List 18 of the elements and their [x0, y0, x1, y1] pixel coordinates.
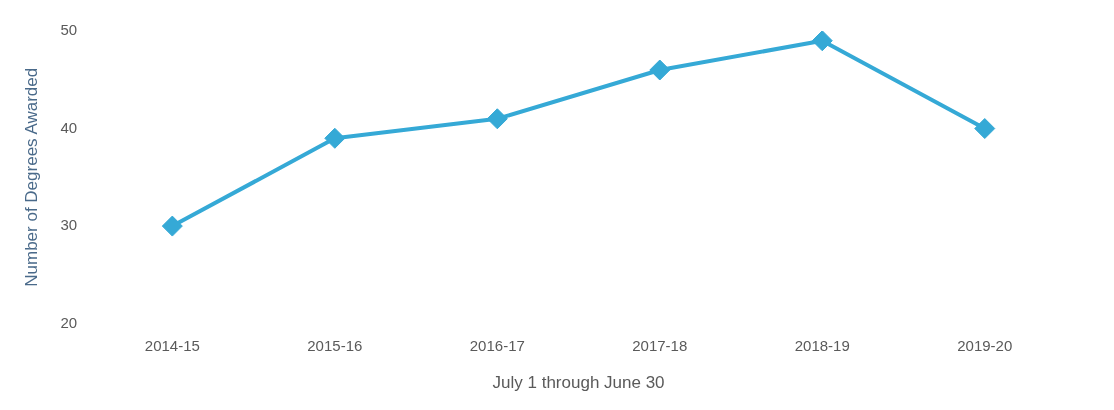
x-tick-label: 2016-17	[469, 336, 525, 354]
y-tick-label: 30	[60, 216, 78, 234]
x-tick-label: 2015-16	[307, 336, 363, 354]
x-axis-title: July 1 through June 30	[492, 373, 665, 393]
x-tick-label: 2014-15	[144, 336, 200, 354]
y-axis-title: Number of Degrees Awarded	[21, 67, 41, 287]
point	[486, 108, 508, 130]
point	[324, 127, 346, 149]
y-tick-label: 40	[60, 118, 78, 136]
y-tick-label: 50	[60, 21, 78, 39]
x-tick-label: 2017-18	[632, 336, 688, 354]
y-tick-label: 20	[60, 313, 78, 331]
x-tick-label: 2018-19	[794, 336, 850, 354]
point	[161, 215, 183, 237]
point	[811, 31, 833, 52]
point	[974, 118, 996, 140]
x-tick-label: 2019-20	[957, 336, 1013, 354]
point	[649, 59, 671, 81]
